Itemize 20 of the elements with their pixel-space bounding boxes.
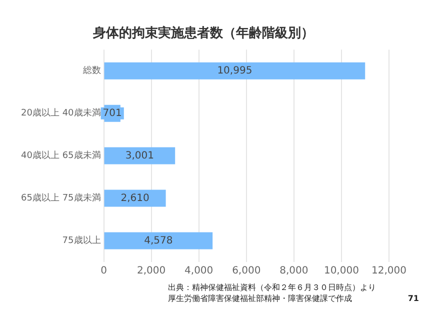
y-tick-label: 65歳以上 75歳未満 (21, 192, 101, 204)
y-tick-label: 20歳以上 40歳未満 (21, 108, 101, 119)
x-tick-label: 6,000 (232, 266, 261, 277)
x-tick-label: 8,000 (280, 266, 308, 277)
x-tick-label: 10,000 (324, 266, 359, 277)
source-note: 出典：精神保健福祉資料（令和２年６月３０日時点）より (168, 282, 376, 293)
x-tick-label: 2,000 (136, 266, 166, 277)
y-tick-label: 総数 (82, 65, 101, 76)
text: 厚生労働省障害保健福祉部精神・障害保健課で作成 (168, 293, 353, 304)
x-tick-label: 4,000 (184, 266, 214, 277)
data-label: 4,578 (144, 235, 173, 246)
data-label: 3,001 (125, 150, 154, 162)
data-label: 2,610 (120, 192, 150, 204)
x-tick-label: 12,000 (372, 266, 406, 277)
x-tick-label: 0 (100, 266, 107, 277)
y-tick-label: 40歳以上 65歳未満 (21, 150, 101, 162)
chart-title: 身体的拘束実施患者数（年齢階級別） (92, 25, 314, 42)
y-tick-label: 75歳以上 (62, 235, 101, 246)
text: 71 (408, 294, 419, 303)
data-label: 10,995 (217, 65, 252, 76)
